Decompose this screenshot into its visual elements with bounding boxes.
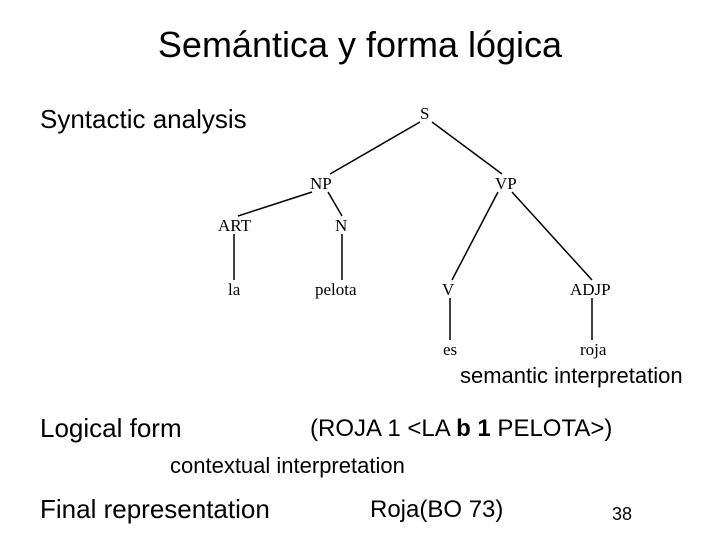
lf-suffix: PELOTA>) xyxy=(491,415,613,442)
contextual-annotation: contextual interpretation xyxy=(170,453,405,479)
tree-node-v: V xyxy=(442,280,454,300)
tree-leaf-es: es xyxy=(443,340,457,360)
slide-title: Semántica y forma lógica xyxy=(0,24,720,66)
tree-node-art: ART xyxy=(218,216,251,236)
tree-leaf-la: la xyxy=(228,280,240,300)
semantic-annotation: semantic interpretation xyxy=(460,363,683,389)
tree-leaf-roja: roja xyxy=(580,340,606,360)
syntactic-heading: Syntactic analysis xyxy=(40,104,247,135)
final-heading: Final representation xyxy=(40,494,270,525)
tree-leaf-pelota: pelota xyxy=(315,280,357,300)
tree-node-np: NP xyxy=(310,174,332,194)
logical-heading: Logical form xyxy=(40,413,182,444)
tree-node-vp: VP xyxy=(495,174,517,194)
page-number: 38 xyxy=(612,504,632,525)
tree-node-s: S xyxy=(420,104,429,124)
tree-node-adjp: ADJP xyxy=(570,280,611,300)
logical-form-expr: (ROJA 1 <LA b 1 PELOTA>) xyxy=(310,415,612,443)
lf-bold: b 1 xyxy=(456,415,491,442)
lf-prefix: (ROJA 1 <LA xyxy=(310,415,456,442)
tree-node-n: N xyxy=(335,216,347,236)
final-rep-expr: Roja(BO 73) xyxy=(370,496,503,524)
